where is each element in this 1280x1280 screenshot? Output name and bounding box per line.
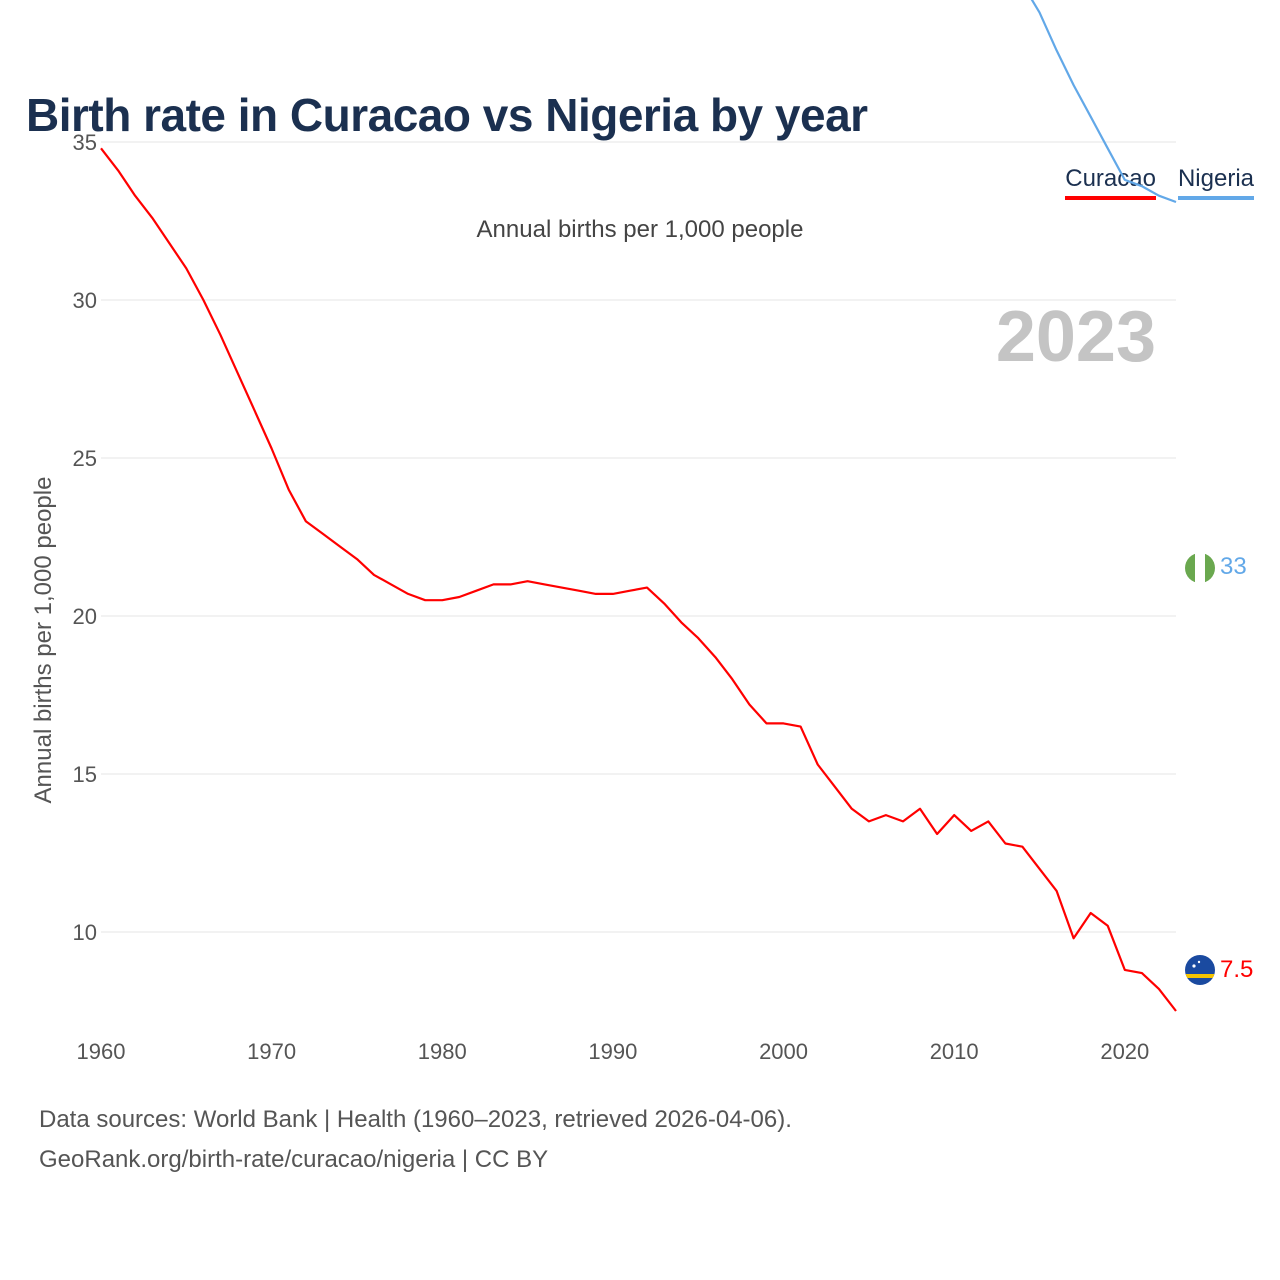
end-label-nigeria: 33 bbox=[1220, 553, 1247, 580]
x-tick-label: 1980 bbox=[418, 1039, 467, 1064]
legend: Curacao Nigeria bbox=[1065, 166, 1254, 200]
y-axis-label: Annual births per 1,000 people bbox=[30, 477, 57, 804]
curacao-flag-icon bbox=[1185, 955, 1215, 985]
x-tick-label: 1990 bbox=[588, 1039, 637, 1064]
footer-attribution: GeoRank.org/birth-rate/curacao/nigeria |… bbox=[39, 1146, 549, 1173]
y-tick-label: 30 bbox=[73, 288, 97, 313]
y-tick-label: 10 bbox=[73, 920, 97, 945]
y-tick-label: 20 bbox=[73, 604, 97, 629]
series-line-nigeria[interactable] bbox=[101, 0, 1177, 204]
x-tick-label: 1970 bbox=[247, 1039, 296, 1064]
series bbox=[100, 0, 1177, 1012]
axis-ticks: 1015202530354045501960197019801990200020… bbox=[73, 130, 1150, 1064]
chart-subtitle: Annual births per 1,000 people bbox=[476, 216, 804, 243]
x-tick-label: 2010 bbox=[930, 1039, 979, 1064]
page-title: Birth rate in Curacao vs Nigeria by year bbox=[26, 89, 868, 141]
y-tick-label: 35 bbox=[73, 130, 97, 155]
nigeria-flag-icon bbox=[1185, 553, 1215, 583]
x-tick-label: 1960 bbox=[77, 1039, 126, 1064]
series-line-curacao[interactable] bbox=[100, 147, 1177, 1012]
y-tick-label: 25 bbox=[73, 446, 97, 471]
line-chart: 1015202530354045501960197019801990200020… bbox=[30, 0, 1253, 1064]
x-tick-label: 2000 bbox=[759, 1039, 808, 1064]
grid bbox=[101, 141, 1176, 933]
year-overlay: 2023 bbox=[996, 297, 1156, 377]
x-tick-label: 2020 bbox=[1100, 1039, 1149, 1064]
legend-item-nigeria[interactable]: Nigeria bbox=[1177, 166, 1254, 200]
footer-sources: Data sources: World Bank | Health (1960–… bbox=[39, 1106, 792, 1133]
y-tick-label: 15 bbox=[73, 762, 97, 787]
end-label-curacao: 7.5 bbox=[1220, 956, 1253, 983]
legend-item-curacao[interactable]: Curacao bbox=[1065, 166, 1156, 200]
